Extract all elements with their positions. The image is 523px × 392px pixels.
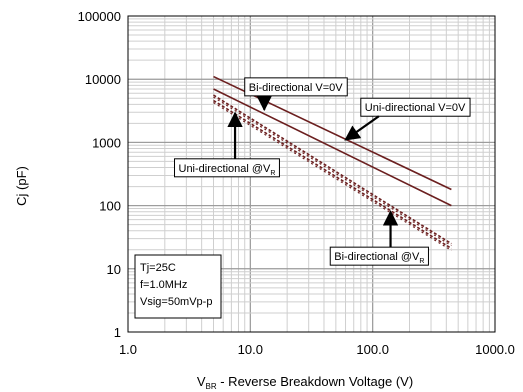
y-tick-label: 1 [114, 325, 121, 340]
plot-frame [127, 15, 496, 333]
x-axis-title-suffix: - Reverse Breakdown Voltage (V) [217, 374, 414, 389]
annotation-label: Uni-directional V=0V [365, 102, 466, 114]
series-uni-directional-vr [213, 94, 452, 247]
annotation-text: Uni-directional V=0V [365, 102, 466, 114]
x-tick-label: 1.0 [119, 342, 137, 357]
x-axis-title-subscript: BR [206, 382, 217, 391]
series-line [213, 88, 452, 207]
series-uni-directional-v-0v [213, 88, 452, 207]
annotation-box [329, 246, 429, 266]
series-bi-directional-vr [213, 99, 452, 251]
annotation-callout: Bi-directional @VR [329, 210, 429, 266]
x-axis-title: VBR - Reverse Breakdown Voltage (V) [197, 374, 413, 391]
series-line-dashed [213, 99, 452, 250]
annotation-label: Uni-directional @VR [179, 163, 276, 177]
condition-line: f=1.0MHz [140, 279, 187, 291]
annotation-subscript: R [270, 170, 275, 177]
tick-labels: 1.0 10.0 100.0 1000.0 1 10 100 1000 10000 100000 [78, 9, 515, 357]
x-tick-label: 1000.0 [475, 342, 515, 357]
annotation-label: Bi-directional V=0V [249, 82, 344, 94]
grid [127, 15, 496, 333]
condition-line: Tj=25C [140, 262, 176, 274]
annotation-callout: Bi-directional V=0V [244, 77, 348, 112]
test-conditions-box: Tj=25C f=1.0MHz Vsig=50mVp-p [134, 254, 222, 319]
annotations: Bi-directional V=0V Uni-directional V=0V U… [174, 77, 471, 266]
annotation-box [174, 158, 280, 178]
y-tick-label: 10000 [85, 72, 121, 87]
annotation-box [244, 77, 348, 97]
y-tick-label: 10 [107, 262, 121, 277]
series-line-dashed [213, 102, 452, 251]
annotation-label: Bi-directional @VR [334, 251, 424, 265]
x-tick-label: 100.0 [356, 342, 389, 357]
annotation-text: Uni-directional @V [179, 163, 272, 175]
annotation-subscript: R [419, 258, 424, 265]
annotation-text: Bi-directional @V [334, 251, 420, 263]
x-axis-title-prefix: V [197, 374, 206, 389]
annotation-arrow [344, 115, 380, 141]
data-series [213, 75, 452, 251]
conditions-box [134, 254, 222, 319]
annotation-callout: Uni-directional @VR [174, 111, 280, 178]
condition-line: Vsig=50mVp-p [140, 296, 212, 308]
y-tick-label: 100 [99, 199, 121, 214]
y-axis-title: Cj (pF) [14, 166, 29, 206]
y-tick-label: 1000 [92, 135, 121, 150]
annotation-text: Bi-directional V=0V [249, 82, 344, 94]
x-tick-label: 10.0 [238, 342, 263, 357]
series-line-dashed [213, 96, 452, 247]
series-line-dashed [213, 94, 452, 245]
annotation-callout: Uni-directional V=0V [344, 97, 471, 141]
y-tick-label: 100000 [78, 9, 121, 24]
annotation-box [360, 97, 471, 117]
